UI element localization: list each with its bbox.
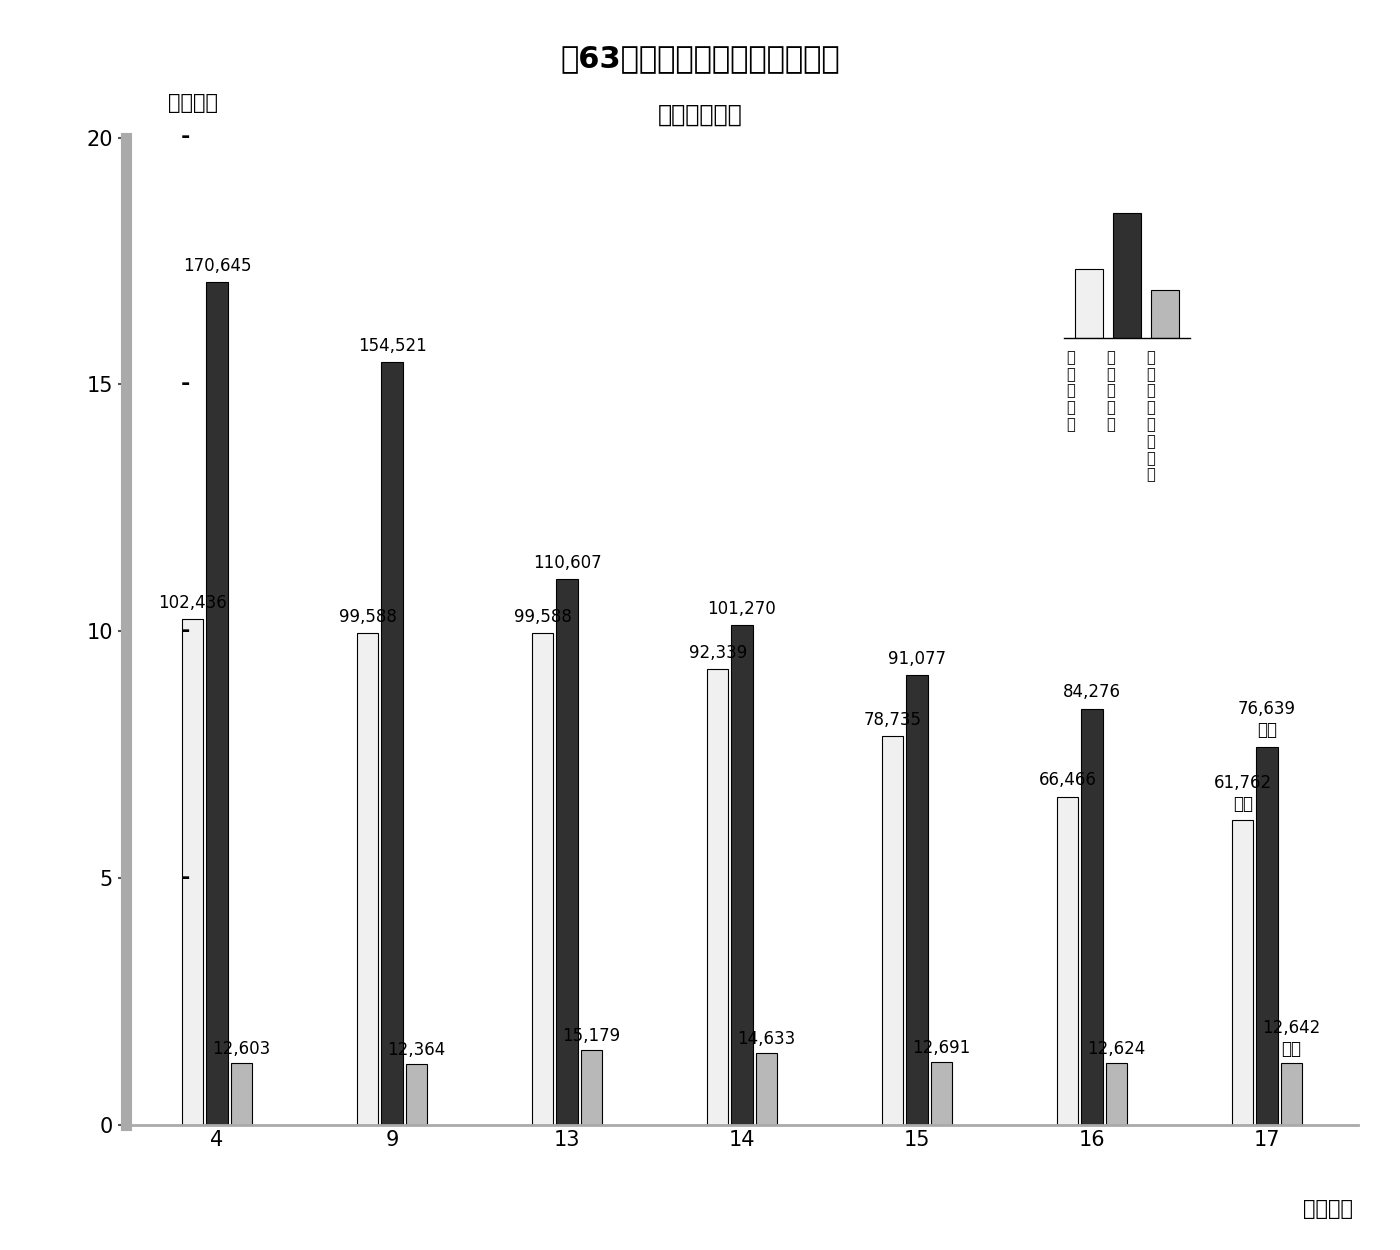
Text: -: - (181, 127, 190, 148)
Bar (406, 1064, 427, 1125)
Bar (581, 1050, 602, 1125)
Bar (206, 282, 228, 1125)
Bar (1075, 269, 1103, 338)
Text: 12,364: 12,364 (388, 1041, 445, 1059)
Text: 12,624: 12,624 (1088, 1040, 1145, 1058)
Text: 99,588: 99,588 (339, 608, 396, 626)
Bar (556, 579, 578, 1125)
Bar (1281, 1062, 1302, 1125)
Bar (1232, 820, 1253, 1125)
Text: 61,762
億円: 61,762 億円 (1214, 774, 1271, 812)
Text: 102,436: 102,436 (158, 594, 227, 611)
Text: -: - (181, 867, 190, 887)
Text: 154,521: 154,521 (357, 336, 427, 355)
Text: （年度）: （年度） (1303, 1199, 1354, 1219)
Text: 76,639
億円: 76,639 億円 (1238, 700, 1296, 739)
Bar (1057, 796, 1078, 1125)
Text: 66,466: 66,466 (1039, 771, 1096, 790)
Text: 補
助
事
業
費: 補 助 事 業 費 (1067, 350, 1075, 432)
Bar (756, 1052, 777, 1125)
Text: -: - (181, 375, 190, 395)
Text: 国
直
轄
事
業
負
担
金: 国 直 轄 事 業 負 担 金 (1147, 350, 1155, 482)
Bar (906, 675, 928, 1125)
Bar (1106, 1062, 1127, 1125)
Bar (931, 1062, 952, 1125)
Text: 91,077: 91,077 (888, 650, 946, 668)
Text: 92,339: 92,339 (689, 644, 746, 661)
Bar (882, 736, 903, 1125)
Bar (1081, 709, 1103, 1125)
Bar (707, 669, 728, 1125)
Bar (1113, 213, 1141, 338)
Bar (357, 634, 378, 1125)
Text: 15,179: 15,179 (563, 1028, 620, 1045)
Bar (381, 362, 403, 1125)
Text: 12,691: 12,691 (913, 1040, 970, 1058)
Text: 101,270: 101,270 (707, 600, 777, 618)
Text: 12,603: 12,603 (213, 1040, 270, 1058)
Text: 12,642
億円: 12,642 億円 (1263, 1019, 1320, 1058)
Text: 78,735: 78,735 (864, 711, 921, 729)
Bar (231, 1062, 252, 1125)
Text: 単
独
事
業
費: 単 独 事 業 費 (1106, 350, 1114, 432)
Text: -: - (181, 621, 190, 641)
Text: 14,633: 14,633 (738, 1030, 795, 1048)
Bar (731, 625, 753, 1125)
Bar (1151, 290, 1179, 338)
Text: 84,276: 84,276 (1063, 684, 1121, 701)
Bar (1256, 746, 1278, 1125)
Text: 170,645: 170,645 (183, 258, 251, 275)
Text: （兆円）: （兆円） (168, 92, 218, 112)
Text: 99,588: 99,588 (514, 608, 571, 626)
Text: 第63図　普通建設事業費の推移: 第63図 普通建設事業費の推移 (560, 44, 840, 72)
Bar (532, 634, 553, 1125)
Bar (182, 619, 203, 1125)
Text: 110,607: 110,607 (532, 554, 602, 571)
Text: その１　純計: その１ 純計 (658, 102, 742, 126)
